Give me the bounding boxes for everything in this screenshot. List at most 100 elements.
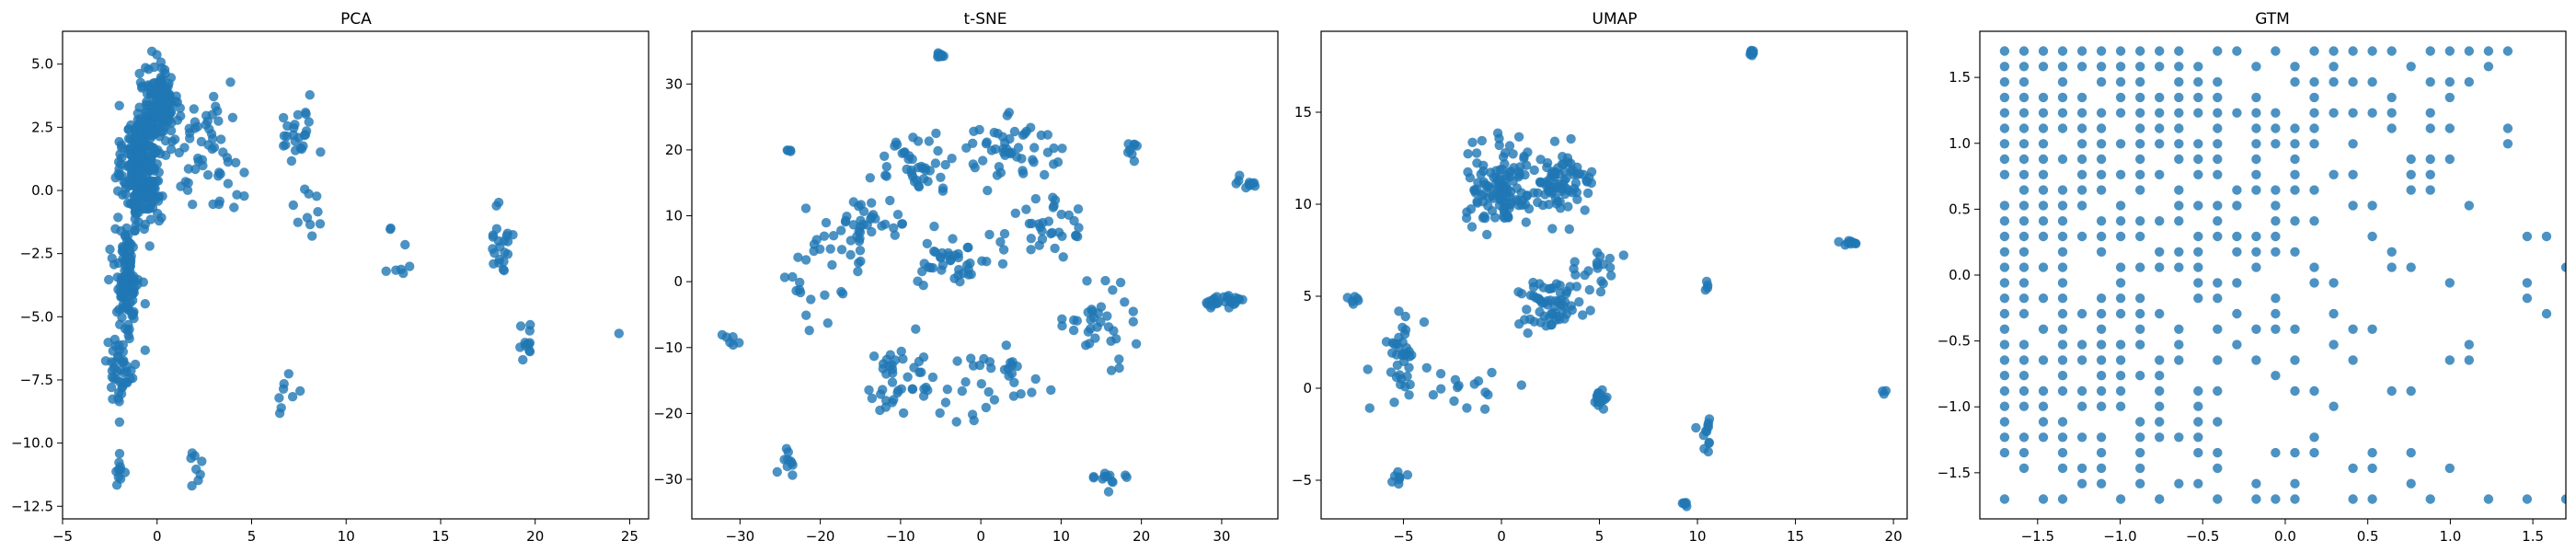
data-point [2309,185,2319,195]
x-tick-label: 0 [153,528,162,545]
data-point [1026,122,1036,132]
data-point [1058,252,1068,262]
data-point [1561,174,1571,184]
data-point [788,271,798,282]
data-point [2155,308,2165,319]
x-tick-label: 0.0 [2274,528,2296,545]
data-point [1596,397,1606,407]
data-point [190,164,201,175]
data-point [2213,385,2223,397]
x-tick-label: 10 [1688,528,1706,545]
data-point [1471,148,1482,158]
x-tick-label: 1.5 [2522,528,2544,545]
data-point [2174,247,2184,257]
data-point [2057,154,2068,165]
data-point [2096,123,2107,133]
data-point [494,258,504,268]
data-point [172,97,182,108]
data-point [153,208,163,219]
data-point [2348,108,2358,118]
data-point [2174,262,2184,272]
data-point [913,276,923,286]
data-point [172,115,183,125]
data-point [2096,46,2107,56]
data-point [2115,169,2126,179]
data-point [2193,201,2203,211]
data-point [2018,463,2030,474]
data-point [1491,188,1501,199]
data-point [288,200,298,211]
data-point [1558,301,1570,311]
data-point [2271,231,2281,242]
panel-pca: PCA −5 0 5 10 15 20 25 −12.5 −10.0 −7.5 −5.0 −2.5 0… [11,10,650,545]
data-point [889,223,899,233]
data-point [278,112,289,123]
data-point [1436,384,1446,394]
data-point [2174,92,2184,103]
data-point [2155,216,2165,226]
data-point [2232,339,2242,350]
data-point [2502,123,2513,133]
data-point [2560,494,2566,504]
data-point [1999,123,2010,133]
data-point [1999,371,2010,381]
data-point [132,124,142,134]
data-point [2038,92,2049,103]
data-point [2232,308,2242,319]
xticks-tsne: −30 −20 −10 0 10 20 30 [726,519,1230,545]
data-point [2096,139,2107,149]
data-point [2018,76,2030,87]
data-point [1999,339,2010,350]
data-point [2096,154,2107,165]
data-point [1056,209,1066,220]
data-point [2348,169,2358,179]
data-point [1407,350,1417,361]
data-point [2213,46,2223,56]
data-point [213,116,224,126]
data-point [916,367,926,377]
data-point [1057,314,1067,324]
data-point [2057,324,2068,334]
data-point [2271,216,2281,226]
data-point [2018,92,2030,103]
data-point [936,172,946,182]
data-point [1010,208,1021,218]
data-point [1999,247,2010,257]
y-tick-label: 1.5 [1949,69,1971,86]
data-point [998,147,1009,157]
data-point [827,259,837,270]
data-point [2038,401,2049,411]
data-point [2193,447,2203,458]
data-point [2329,308,2339,319]
data-point [2174,432,2184,443]
data-point [400,239,410,250]
data-point [2135,139,2145,149]
data-point [1001,340,1012,351]
data-point [795,277,805,288]
data-point [1102,311,1112,321]
data-point [734,338,744,348]
yticks-pca: −12.5 −10.0 −7.5 −5.0 −2.5 0.0 2.5 5.0 [11,56,63,514]
data-point [1585,305,1595,316]
data-point [1402,371,1412,382]
data-point [186,453,196,464]
data-point [1999,62,2010,72]
data-point [232,190,242,200]
data-point [2096,478,2107,489]
data-point [1111,334,1121,344]
data-point [2425,46,2435,56]
x-tick-label: 0.5 [2357,528,2379,545]
data-point [113,394,123,404]
data-point [2406,385,2416,397]
data-point [2386,46,2397,56]
data-point [2290,76,2300,87]
data-point [1494,140,1504,151]
data-point [1547,224,1558,234]
data-point [1402,470,1413,480]
data-point [2096,401,2107,411]
data-point [104,274,114,285]
data-point [316,147,326,157]
data-point [1999,216,2010,226]
data-point [880,402,891,412]
data-point [2135,46,2145,56]
